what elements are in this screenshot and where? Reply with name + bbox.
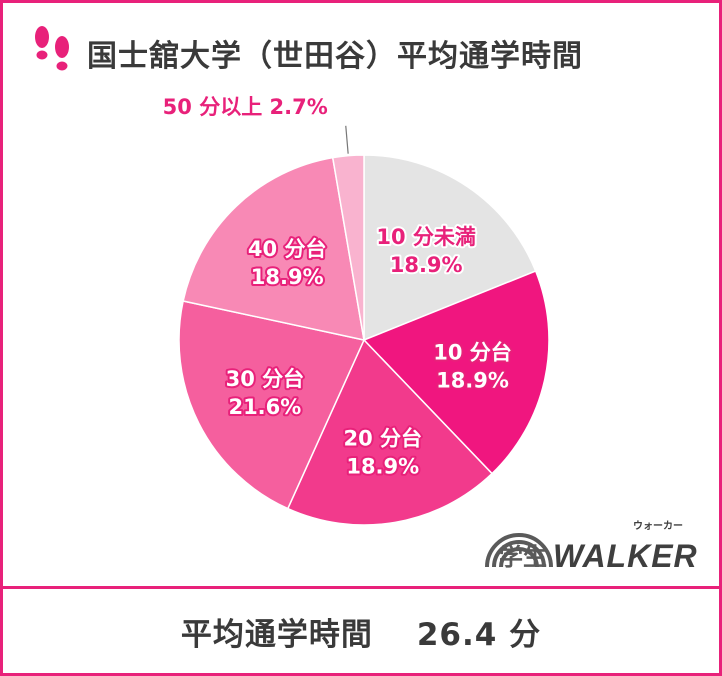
- slice-value-label: 18.9%: [346, 454, 419, 478]
- slice-category-label: 40 分台: [248, 237, 327, 261]
- pie-slice: [362, 270, 550, 475]
- slice-category-label: 30 分台: [226, 367, 305, 391]
- summary-value: 26.4 分: [416, 616, 542, 653]
- header: 国士舘大学（世田谷）平均通学時間: [31, 25, 583, 81]
- slice-value-label: 21.6%: [228, 395, 301, 419]
- pie-slice: [182, 156, 365, 341]
- logo-brand-text: WALKER: [553, 538, 698, 574]
- logo-main-text: 学生: [499, 543, 547, 571]
- pie-slice: [286, 338, 494, 526]
- summary-label: 平均通学時間: [180, 616, 373, 653]
- pie-slice: [178, 300, 366, 510]
- leader-line: [345, 125, 349, 154]
- slice-value-label: 18.9%: [436, 368, 509, 392]
- divider: [3, 586, 719, 589]
- slice-category-label: 10 分未満: [376, 225, 476, 249]
- pie-slice: [331, 154, 365, 341]
- page-title: 国士舘大学（世田谷）平均通学時間: [87, 39, 583, 74]
- logo-graphic: 学生 WALKER ウォーカー: [485, 520, 698, 574]
- pie-chart: 10 分未満 18.9% 10 分台 18.9% 20 分台 18.9% 30 分台 21.6…: [161, 93, 550, 526]
- slice-category-label: 20 分台: [343, 426, 422, 450]
- gakusei-walker-logo: 学生 WALKER ウォーカー: [481, 515, 701, 575]
- slice-label-outside: 50 分以上 2.7%: [163, 95, 328, 119]
- slice-value-label: 18.9%: [390, 253, 463, 277]
- pie-slice: [363, 154, 537, 342]
- slice-category-label: 10 分台: [433, 340, 512, 364]
- footprints-icon: [35, 26, 69, 71]
- slice-value-label: 18.9%: [251, 265, 324, 289]
- logo-ruby-text: ウォーカー: [633, 520, 683, 532]
- slice-labels: 10 分未満 18.9% 10 分台 18.9% 20 分台 18.9% 30 分台 21.6…: [161, 93, 514, 481]
- summary-bar: 平均通学時間 26.4 分: [3, 589, 719, 673]
